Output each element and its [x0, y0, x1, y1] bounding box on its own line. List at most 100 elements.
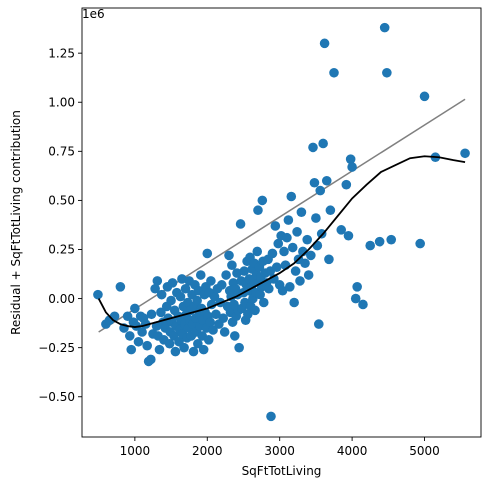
data-point — [137, 327, 147, 337]
data-point — [386, 234, 397, 245]
x-tick-label: 3000 — [264, 444, 295, 458]
data-point — [202, 248, 213, 259]
data-point — [255, 289, 265, 300]
y-tick-label: −0.50 — [38, 390, 75, 404]
data-point — [292, 227, 302, 237]
data-point — [350, 293, 361, 304]
y-tick-label: 1.00 — [48, 95, 75, 109]
data-point — [257, 195, 268, 206]
data-point — [205, 317, 215, 327]
data-point — [252, 246, 263, 257]
smooth-fit-line — [97, 155, 466, 328]
data-point — [382, 67, 392, 78]
y-tick-label: 0.00 — [48, 292, 75, 306]
data-point — [167, 278, 178, 288]
data-point — [285, 282, 295, 292]
y-axis-offset-label: 1e6 — [82, 7, 105, 21]
data-point — [267, 248, 278, 259]
data-point — [216, 280, 227, 290]
data-point — [286, 191, 297, 202]
data-point — [258, 297, 269, 308]
x-axis-label: SqFtTotLiving — [242, 464, 322, 478]
data-point — [419, 91, 430, 102]
data-point — [221, 270, 231, 280]
data-point — [142, 340, 152, 351]
data-point — [188, 346, 199, 357]
data-point — [341, 179, 352, 190]
x-axis-ticks: 1000 2000 3000 4000 5000 — [120, 437, 440, 458]
data-point — [133, 336, 144, 347]
data-point — [266, 411, 276, 422]
y-axis-label: Residual + SqFtTotLiving contribution — [9, 110, 23, 335]
data-point — [206, 276, 216, 286]
data-point — [343, 230, 354, 241]
data-point — [146, 309, 157, 320]
y-tick-label: 0.75 — [48, 145, 75, 159]
y-tick-label: 0.25 — [48, 243, 75, 257]
data-point — [208, 325, 218, 335]
data-point — [279, 246, 289, 257]
data-point — [358, 299, 368, 310]
data-point — [211, 309, 221, 320]
data-point — [130, 303, 140, 314]
y-tick-label: −0.25 — [38, 341, 75, 355]
data-point — [192, 295, 202, 306]
data-point — [295, 276, 305, 286]
data-point — [224, 250, 234, 261]
data-point — [289, 297, 299, 308]
x-tick-label: 1000 — [120, 444, 151, 458]
data-point — [166, 295, 176, 306]
data-point — [234, 342, 244, 353]
data-point — [374, 236, 385, 247]
data-point — [152, 276, 163, 286]
data-point — [179, 342, 189, 353]
data-point — [115, 282, 126, 292]
smooth-fit-layer — [97, 155, 466, 328]
data-point — [290, 266, 301, 276]
data-point — [150, 283, 160, 294]
plot-area — [93, 22, 470, 422]
data-point — [319, 38, 330, 49]
data-point — [277, 285, 288, 296]
data-point — [126, 344, 137, 355]
y-axis-ticks: −0.50 −0.25 0.00 0.25 0.50 0.75 1.00 1.25 — [38, 46, 82, 404]
data-point — [271, 262, 282, 272]
data-point — [227, 260, 237, 271]
data-point — [273, 238, 284, 249]
data-point — [180, 283, 191, 294]
data-point — [318, 138, 328, 149]
data-point — [345, 154, 356, 164]
data-point — [302, 234, 313, 245]
data-point — [352, 282, 362, 292]
x-tick-label: 4000 — [337, 444, 368, 458]
data-point — [336, 225, 347, 235]
data-point — [324, 254, 334, 265]
data-point — [235, 219, 246, 229]
data-point — [250, 305, 260, 316]
data-point — [239, 266, 250, 276]
data-point — [460, 148, 470, 159]
axes-frame — [81, 7, 482, 438]
data-point — [365, 240, 376, 251]
data-point — [270, 221, 281, 231]
data-point — [253, 205, 263, 216]
data-point — [321, 175, 332, 186]
data-point — [311, 213, 321, 223]
data-point — [264, 283, 274, 294]
data-point — [287, 242, 298, 253]
data-point — [177, 274, 187, 284]
data-point — [243, 309, 253, 320]
data-point — [145, 354, 156, 365]
data-point — [219, 327, 230, 337]
data-point — [124, 331, 135, 341]
data-point — [308, 142, 318, 153]
data-point — [203, 335, 214, 345]
data-point — [303, 270, 314, 280]
data-point — [309, 177, 320, 188]
data-point — [232, 268, 242, 278]
data-point — [156, 289, 167, 300]
data-point — [229, 331, 240, 341]
linear-fit-layer — [98, 98, 466, 333]
data-point — [306, 250, 316, 261]
